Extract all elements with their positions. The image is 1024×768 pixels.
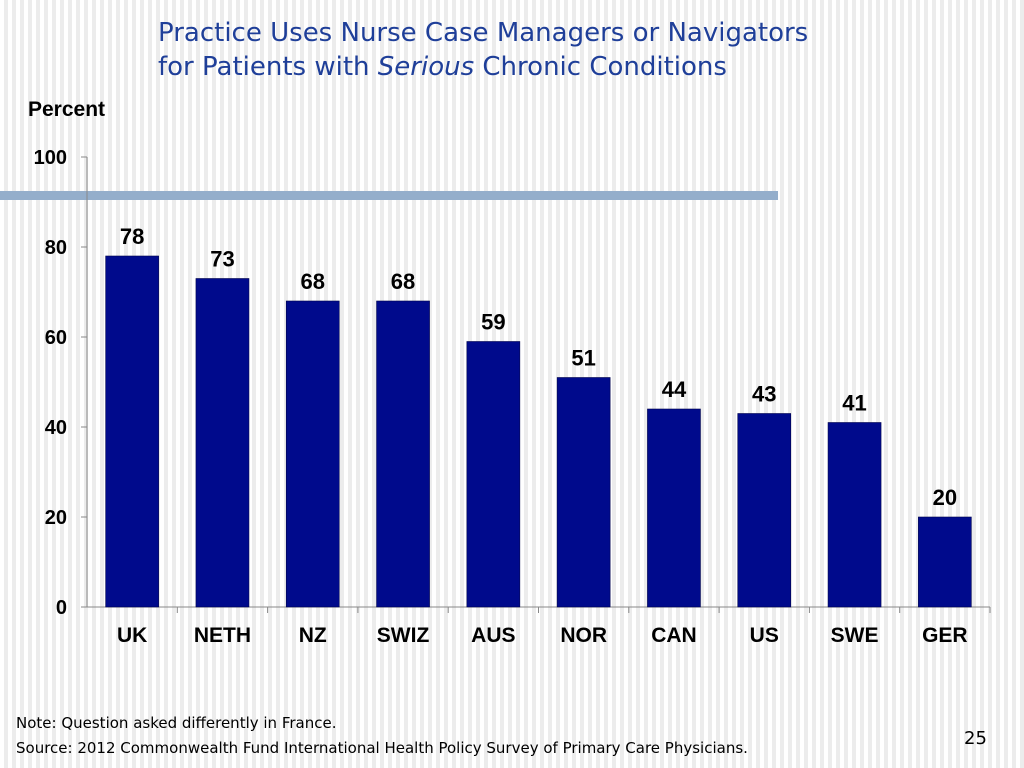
title-line-1: Practice Uses Nurse Case Managers or Nav… (158, 18, 809, 48)
bar-chart: 0 20 40 60 80 100 78 UK 73 NETH 68 NZ 68 SWIZ 59 AUS 51 N… (34, 147, 991, 647)
x-tick-label: NOR (560, 624, 607, 647)
y-tick-label: 100 (34, 147, 67, 169)
bar-nor (556, 377, 611, 608)
x-tick-label: GER (922, 624, 968, 647)
bar-swe (827, 422, 882, 608)
bar-nz (285, 300, 340, 608)
data-label: 59 (481, 310, 505, 335)
y-tick-label: 60 (45, 327, 67, 349)
data-label: 20 (933, 485, 957, 510)
title-line-2-start: for Patients with (158, 52, 378, 82)
footnote: Note: Question asked differently in Fran… (16, 714, 337, 732)
bar-can (647, 408, 701, 608)
x-tick-label: SWIZ (377, 624, 430, 647)
x-tick-label: US (750, 624, 779, 647)
y-tick-label: 20 (45, 507, 67, 529)
x-tick-label: CAN (651, 624, 697, 647)
data-label: 41 (842, 391, 866, 416)
x-tick-label: NETH (194, 624, 251, 647)
data-label: 68 (301, 269, 325, 294)
data-label: 44 (662, 377, 687, 402)
title-emphasis: Serious (377, 52, 475, 82)
bar-uk (105, 255, 159, 608)
bar-swiz (376, 300, 430, 608)
bar-us (737, 413, 792, 608)
y-tick-label: 40 (45, 417, 67, 439)
x-tick-label: AUS (471, 624, 515, 647)
data-label: 51 (571, 346, 595, 371)
page-number: 25 (964, 728, 987, 749)
x-tick-label: NZ (299, 624, 327, 647)
bar-ger (918, 516, 972, 608)
y-tick-label: 80 (45, 237, 67, 259)
x-tick-label: SWE (831, 624, 879, 647)
y-tick-label: 0 (56, 597, 67, 619)
slide-title: Practice Uses Nurse Case Managers or Nav… (158, 16, 808, 84)
data-label: 68 (391, 269, 415, 294)
source-citation: Source: 2012 Commonwealth Fund Internati… (16, 739, 748, 757)
bar-aus (466, 341, 521, 608)
title-line-2-end: Chronic Conditions (474, 52, 727, 82)
bar-neth (195, 278, 250, 608)
data-label: 43 (752, 382, 776, 407)
data-label: 78 (120, 224, 144, 249)
data-label: 73 (210, 247, 234, 272)
x-tick-label: UK (117, 624, 147, 647)
y-axis-label: Percent (28, 98, 106, 121)
accent-bar (0, 191, 778, 200)
